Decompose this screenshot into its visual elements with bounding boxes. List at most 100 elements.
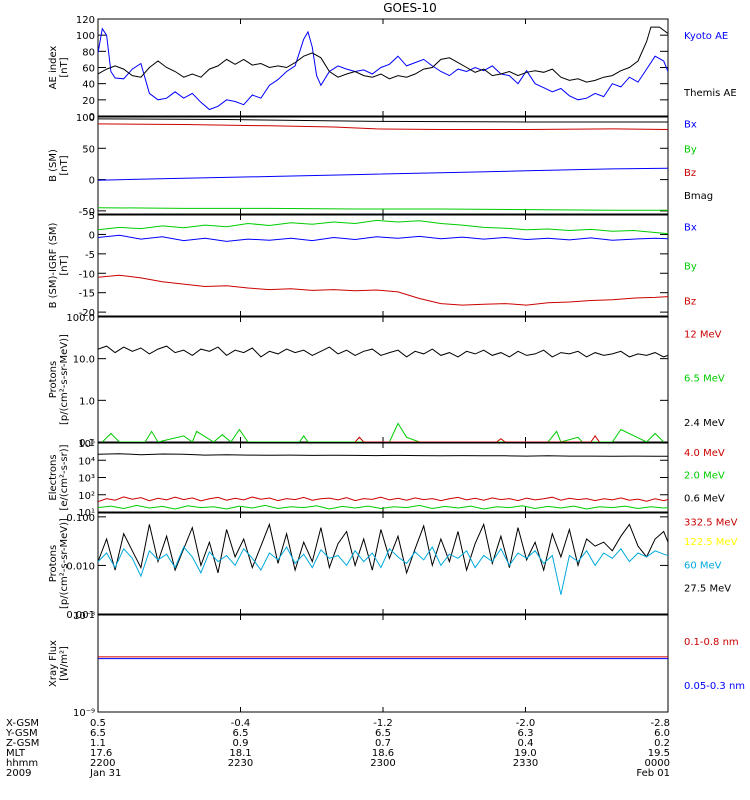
series-line-protons-low-0 — [98, 345, 668, 358]
footer-value: 18.6 — [372, 748, 394, 759]
series-line-ae-0 — [98, 27, 668, 111]
legend-label: 0.6 MeV — [684, 493, 725, 504]
footer-value: 0.4 — [518, 738, 534, 749]
panel-bsm-igrf: -20 -15 -10 -5 0 5 B (SM)-IGRF (SM) [nT] Bx By Bz — [48, 211, 697, 319]
legend-label: 6.5 MeV — [684, 374, 725, 385]
legend-label: 2.0 MeV — [684, 470, 725, 481]
series-line-bsm-3 — [98, 207, 668, 211]
y-axis-label: [W/m²] — [59, 646, 70, 681]
footer-value: -2.0 — [516, 718, 536, 729]
series-line-electrons-0 — [98, 453, 668, 457]
series-line-ae-1 — [98, 26, 668, 83]
footer-value: 17.6 — [90, 748, 112, 759]
footer-value: -2.8 — [650, 718, 670, 729]
legend-label: 122.5 MeV — [684, 537, 738, 548]
legend-label: Bz — [684, 296, 696, 307]
footer-value: Feb 01 — [636, 768, 670, 779]
footer-value: 2230 — [228, 758, 253, 769]
panel-frame — [97, 316, 669, 443]
y-tick-label: 40 — [82, 80, 95, 91]
series-line-bsm-1 — [98, 123, 668, 130]
footer-row-label: X-GSM — [6, 718, 39, 729]
footer-value: 0.5 — [90, 718, 106, 729]
y-axis-label: Xray Flux — [48, 640, 59, 687]
footer-row-label: MLT — [6, 748, 26, 759]
y-tick-label: 10.0 — [73, 355, 95, 366]
footer-value: 18.1 — [229, 748, 251, 759]
y-tick-label: 10² — [78, 491, 95, 502]
legend-label: 60 MeV — [684, 560, 722, 571]
y-tick-label: 10¹ — [78, 508, 95, 519]
series-line-electrons-1 — [98, 496, 668, 503]
y-tick-label: -5 — [85, 250, 95, 261]
y-tick-label: 20 — [82, 96, 95, 107]
y-tick-label: -50 — [79, 207, 95, 218]
y-tick-label: 100.0 — [66, 313, 95, 324]
y-tick-label: 10⁻⁸ — [73, 611, 95, 622]
y-tick-label: 0 — [89, 112, 95, 123]
panel-electrons: 10¹ 10² 10³ 10⁴ 10⁵ Electrons [e/(cm²-s-sr)] 4.… — [48, 439, 725, 519]
panel-protons-low: 0.1 1.0 10.0 100.0 Protons [p/(cm²-s-sr-MeV)]… — [48, 313, 725, 449]
footer-value: 0.2 — [654, 738, 670, 749]
y-axis-label: Electrons — [48, 454, 59, 500]
y-tick-label: 10⁵ — [78, 439, 95, 450]
chart-title: GOES-10 — [383, 1, 437, 15]
panel-frame — [97, 442, 669, 513]
y-tick-label: 0.010 — [66, 561, 95, 572]
y-tick-label: -20 — [79, 308, 95, 319]
footer-value: -0.4 — [231, 718, 251, 729]
footer-value: 6.0 — [654, 728, 670, 739]
footer-row-label: Z-GSM — [6, 738, 39, 749]
y-axis-label: [nT] — [59, 155, 70, 175]
legend-label: Bz — [684, 168, 696, 179]
footer-value: 1.1 — [90, 738, 106, 749]
y-axis-label: [nT] — [59, 255, 70, 275]
y-axis-label: [p/(cm²-s-sr-MeV)] — [59, 334, 70, 425]
series-line-electrons-2 — [98, 504, 668, 510]
legend-label: Bx — [684, 119, 697, 130]
legend-label: Kyoto AE — [684, 31, 728, 42]
legend-label: Bx — [684, 223, 697, 234]
y-axis-label: [e/(cm²-s-sr)] — [59, 444, 70, 510]
series-line-protons-low-2 — [354, 435, 600, 442]
y-tick-label: 50 — [82, 144, 95, 155]
y-tick-label: 5 — [89, 211, 95, 222]
y-tick-label: 0 — [89, 230, 95, 241]
y-tick-label: 60 — [82, 64, 95, 75]
legend-label: 12 MeV — [684, 330, 722, 341]
series-line-bsm-igrf-2 — [98, 274, 668, 306]
legend-label: 332.5 MeV — [684, 518, 738, 529]
panel-protons-high: 0.001 0.010 0.100 Protons [p/(cm²-s-sr-MeV)]… — [48, 512, 738, 621]
footer-value: 19.5 — [648, 748, 670, 759]
y-axis-label: B (SM)-IGRF (SM) — [48, 223, 59, 309]
series-line-protons-high-0 — [98, 522, 668, 575]
y-tick-label: 100 — [76, 113, 95, 124]
legend-label: By — [684, 262, 697, 273]
y-tick-label: 10⁻⁹ — [73, 708, 95, 719]
y-tick-label: 0.001 — [66, 610, 95, 621]
legend-label: By — [684, 144, 697, 155]
y-tick-label: 0.1 — [79, 438, 95, 449]
legend-label: 0.05-0.3 nm — [684, 681, 745, 692]
footer-value: -1.2 — [373, 718, 393, 729]
legend-label: 2.4 MeV — [684, 418, 725, 429]
footer-value: 2330 — [513, 758, 538, 769]
y-axis-label: Protons — [48, 361, 59, 398]
footer-value: 0.9 — [233, 738, 249, 749]
legend-label: 4.0 MeV — [684, 448, 725, 459]
footer-row-label: hhmm — [6, 758, 38, 769]
legend-label: Themis AE — [683, 88, 737, 99]
series-line-bsm-0 — [98, 118, 668, 123]
footer-value: 2200 — [90, 758, 115, 769]
footer-value: 19.0 — [514, 748, 536, 759]
series-line-bsm-igrf-0 — [98, 219, 668, 235]
footer-value: 6.3 — [518, 728, 534, 739]
y-tick-label: 100 — [76, 31, 95, 42]
footer-value: Jan 31 — [89, 768, 121, 779]
y-tick-label: 10⁴ — [78, 456, 95, 467]
legend-label: 27.5 MeV — [684, 584, 731, 595]
panel-xray: 10⁻⁹ 10⁻⁸ Xray Flux [W/m²] 0.1-0.8 nm 0.05-0.… — [48, 611, 745, 719]
y-tick-label: -15 — [79, 289, 95, 300]
